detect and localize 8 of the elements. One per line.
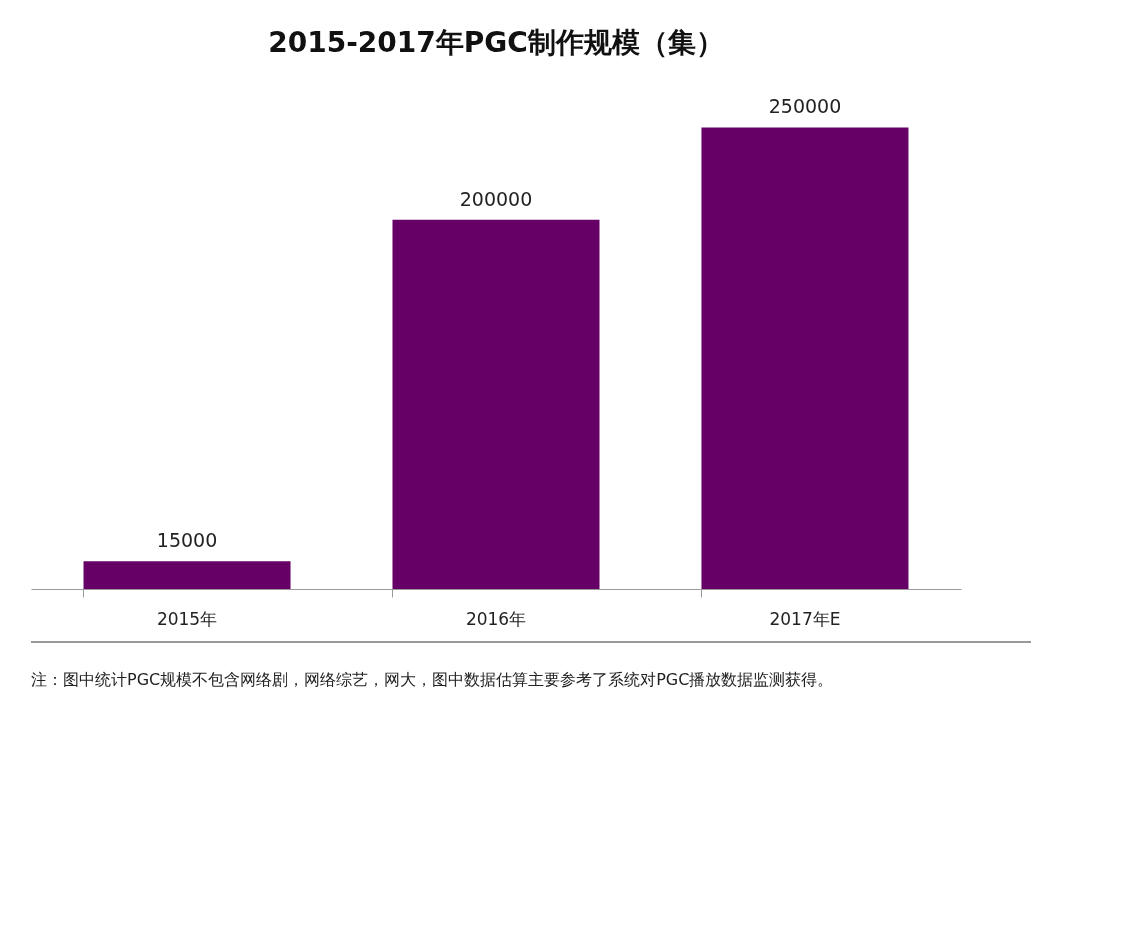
chart-title: 2015-2017年PGC制作规模（集） [268,26,724,60]
data-label: 250000 [768,95,842,118]
data-label: 200000 [459,187,533,210]
text: 注：图中统计PGC规模不包含网络剧，网络综艺，网大，图中数据估算主要参考了系统对PGC播放数据监测获得。 [31,670,834,689]
x-tick-label: 2015年 [156,608,218,629]
data-label: 15000 [156,529,218,552]
x-tick-label: 2016年 [465,608,527,629]
x-tick-label: 2017年E [769,608,841,629]
